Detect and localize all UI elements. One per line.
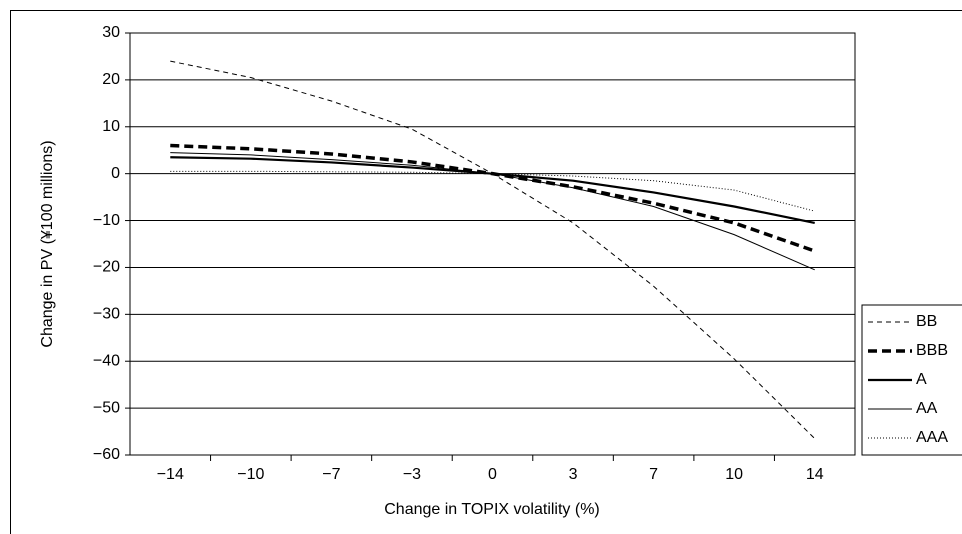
legend-label: BBB: [916, 342, 948, 359]
y-tick-label: −20: [93, 259, 120, 276]
x-tick-label: −10: [237, 466, 264, 483]
y-tick-label: −10: [93, 212, 120, 229]
x-tick-label: −3: [403, 466, 421, 483]
outer-frame: [10, 10, 962, 534]
legend-label: AAA: [916, 429, 948, 446]
legend-label: A: [916, 371, 927, 388]
x-tick-label: −7: [322, 466, 340, 483]
x-tick-label: 7: [649, 466, 658, 483]
y-axis-label: Change in PV (¥100 millions): [39, 140, 56, 347]
x-tick-label: 10: [725, 466, 743, 483]
series-line: [170, 60, 816, 439]
x-tick-label: −14: [157, 466, 184, 483]
y-tick-label: 0: [111, 165, 120, 182]
y-tick-label: 20: [102, 71, 120, 88]
series-line: [170, 156, 815, 224]
y-tick-label: −50: [93, 399, 120, 416]
y-tick-label: −30: [93, 306, 120, 323]
y-tick-label: −60: [93, 446, 120, 463]
legend-label: AA: [916, 400, 938, 417]
series-line: [170, 143, 816, 253]
y-tick-label: 10: [102, 118, 120, 135]
legend-label: BB: [916, 313, 937, 330]
x-tick-label: 3: [569, 466, 578, 483]
series-line: [170, 152, 815, 271]
series-line: [170, 170, 815, 212]
x-tick-label: 14: [806, 466, 824, 483]
x-tick-label: 0: [488, 466, 497, 483]
plot-area: [129, 32, 856, 456]
y-tick-label: −40: [93, 352, 120, 369]
y-tick-label: 30: [102, 24, 120, 41]
x-axis-label: Change in TOPIX volatility (%): [384, 501, 600, 518]
